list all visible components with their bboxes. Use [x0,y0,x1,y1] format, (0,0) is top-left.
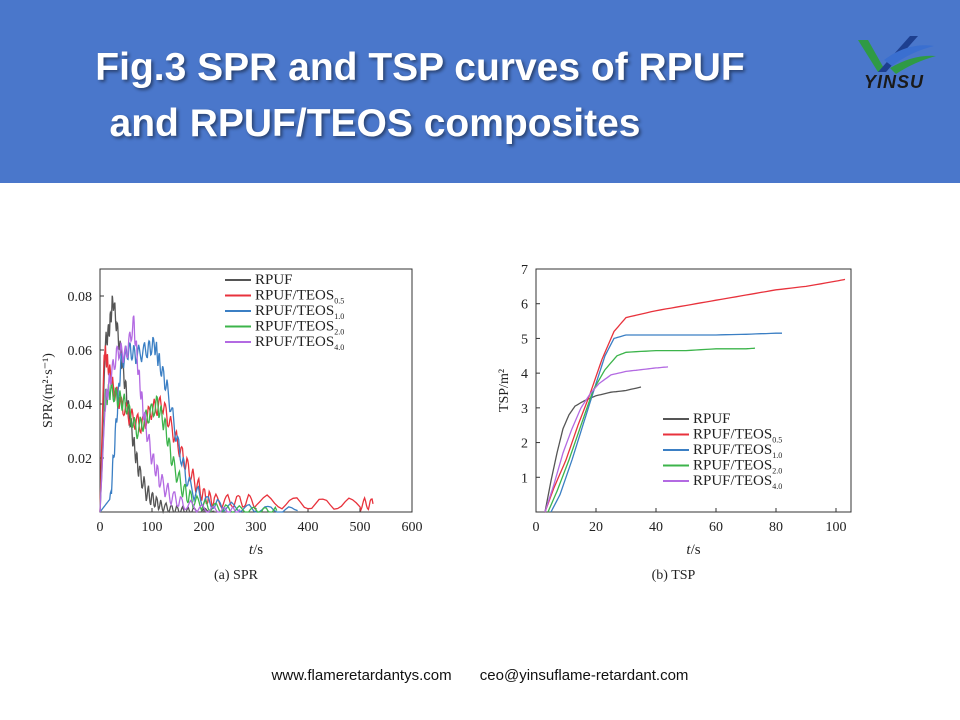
x-tick-label: 100 [142,520,163,535]
series-line-teos-0-5 [99,345,374,513]
x-axis-label: t/s [249,542,263,558]
chart-caption: (a) SPR [214,568,259,583]
chart-caption: (b) TSP [652,568,696,583]
legend-label: RPUF/TEOS2.0 [255,319,344,337]
figure-charts: 0 100 200 300 400 500 6000.020.040.060.08t/sSP… [41,263,852,583]
y-tick-label: 6 [521,298,528,313]
title-banner: Fig.3 SPR and TSP curves of RPUF and RPU… [0,0,960,183]
footer-email[interactable]: ceo@yinsuflame-retardant.com [479,667,689,684]
legend-label: RPUF/TEOS0.5 [255,288,344,306]
legend-label: RPUF [693,411,731,427]
x-tick-label: 40 [649,520,663,535]
x-tick-label: 400 [298,520,319,535]
legend-label: RPUF [255,272,293,288]
legend-label: RPUF/TEOS1.0 [255,303,344,321]
legend-label: RPUF/TEOS0.5 [693,427,782,445]
y-tick-label: 0.06 [68,344,93,359]
x-tick-label: 200 [194,520,215,535]
y-tick-label: 2 [521,437,528,452]
legend-label: RPUF/TEOS2.0 [693,458,782,476]
series-line-teos-0-5 [544,278,846,513]
footer: www.flameretardantys.com ceo@yinsuflame-… [0,667,960,684]
series-line-teos-4-0 [99,315,241,514]
series-line-teos-4-0 [544,366,669,513]
series-line-teos-2-0 [547,347,756,513]
plot-frame [535,268,852,513]
y-tick-label: 4 [521,367,528,382]
legend-label: RPUF/TEOS4.0 [693,473,782,491]
spr-chart: 0 100 200 300 400 500 600 0.02 0.04 0.06 0.08 t/s SP… [41,268,423,583]
x-tick-label: 0 [97,520,104,535]
footer-website[interactable]: www.flameretardantys.com [271,667,452,684]
y-tick-label: 0.02 [68,452,93,467]
series-line-teos-1-0 [550,332,782,513]
y-tick-label: 3 [521,402,528,417]
x-tick-label: 20 [589,520,603,535]
x-tick-label: 500 [350,520,371,535]
yinsu-logo-icon [858,36,936,74]
legend-label: RPUF/TEOS1.0 [693,442,782,460]
y-tick-label: 7 [521,263,528,278]
y-tick-label: 5 [521,332,528,347]
series-line-rpuf [99,295,215,514]
title-line-1: Fig.3 SPR and TSP curves of RPUF [95,46,745,89]
y-axis-label: TSP/m² [497,369,512,412]
x-tick-label: 600 [402,520,423,535]
title-line-2: and RPUF/TEOS composites [109,102,641,145]
x-tick-label: 80 [769,520,783,535]
x-tick-label: 60 [709,520,723,535]
y-axis-label: SPR/(m²·s⁻¹) [41,353,56,428]
y-tick-label: 1 [521,471,528,486]
x-axis-label: t/s [686,542,700,558]
x-tick-label: 100 [826,520,847,535]
logo-text: YINSU [864,72,925,92]
series-line-teos-2-0 [99,383,278,513]
y-tick-label: 0.04 [68,398,93,413]
page-title: Fig.3 SPR and TSP curves of RPUF and RPU… [0,40,840,152]
x-tick-label: 0 [533,520,540,535]
series-line-rpuf [544,386,642,513]
x-tick-label: 300 [246,520,267,535]
plot-frame [99,268,413,513]
y-tick-label: 0.08 [68,290,93,305]
legend-label: RPUF/TEOS4.0 [255,334,344,352]
